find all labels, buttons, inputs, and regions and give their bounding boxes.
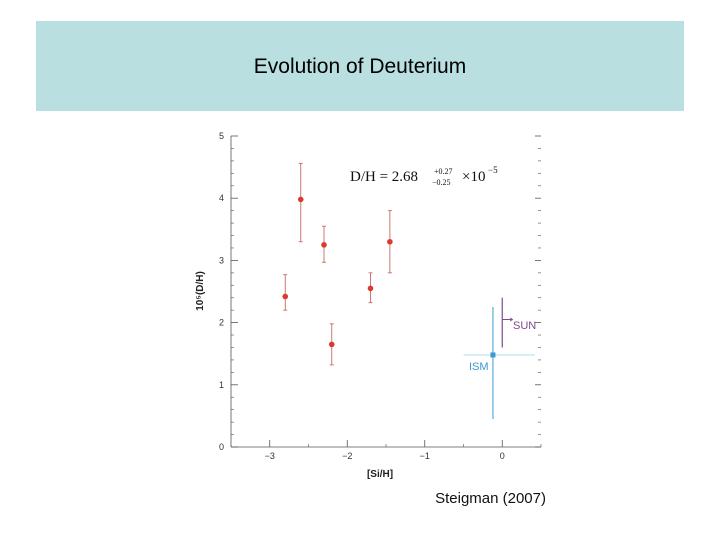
- x-tick-label: −3: [265, 451, 275, 461]
- ism-label: ISM: [469, 361, 489, 373]
- y-tick-label: 0: [219, 442, 224, 452]
- ism-point: [490, 352, 496, 358]
- x-tick-label: −1: [420, 451, 430, 461]
- y-axis-label: 10⁵(D/H): [195, 271, 206, 311]
- citation: Steigman (2007): [435, 490, 546, 507]
- slide-title: Evolution of Deuterium: [253, 55, 467, 78]
- data-marks: [282, 162, 535, 420]
- y-tick-label: 2: [219, 318, 224, 328]
- y-tick-label: 3: [219, 255, 224, 265]
- data-point: [321, 242, 327, 248]
- data-point: [367, 285, 374, 292]
- data-point: [297, 196, 304, 203]
- formula-sub: −0.25: [432, 178, 451, 187]
- x-axis-label: [Si/H]: [367, 469, 393, 480]
- formula-annotation: D/H = 2.68: [350, 169, 418, 185]
- formula-tail-sup: −5: [488, 165, 498, 175]
- sun-arrowhead: [510, 317, 514, 322]
- data-point: [282, 293, 289, 300]
- sun-label: SUN: [513, 320, 536, 332]
- y-tick-label: 4: [219, 193, 224, 203]
- formula-sup: +0.27: [434, 167, 453, 176]
- y-tick-label: 5: [219, 131, 224, 141]
- formula-tail: ×10: [462, 169, 485, 185]
- axis-ticks: 0 1 2 3 4 5 −3 −2 −1 0: [219, 131, 542, 461]
- y-tick-label: 1: [219, 380, 224, 390]
- x-tick-label: 0: [500, 451, 505, 461]
- data-point: [387, 238, 393, 245]
- formula-main: D/H = 2.68: [350, 169, 418, 185]
- title-band: Evolution of Deuterium: [36, 21, 684, 111]
- data-point: [328, 341, 335, 348]
- x-tick-label: −2: [342, 451, 352, 461]
